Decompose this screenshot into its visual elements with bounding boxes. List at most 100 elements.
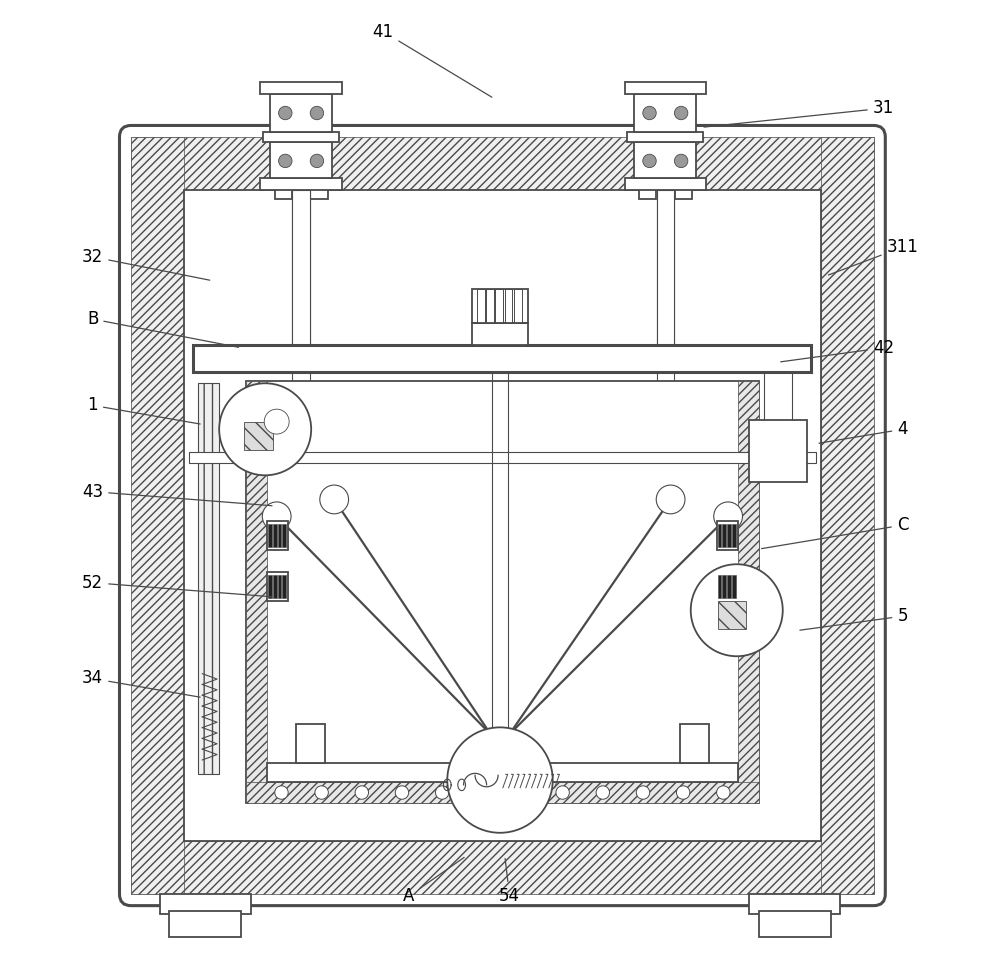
Bar [292, 190, 310, 483]
Bar [625, 82, 706, 94]
Bar [718, 575, 721, 598]
Bar [732, 575, 736, 598]
Bar [268, 575, 272, 598]
Circle shape [676, 786, 690, 799]
Circle shape [643, 154, 656, 168]
Text: 32: 32 [82, 248, 210, 281]
Bar [184, 190, 821, 842]
Text: 42: 42 [781, 338, 894, 362]
Circle shape [264, 409, 289, 434]
Bar [267, 572, 288, 601]
Bar [275, 163, 292, 200]
Circle shape [656, 485, 685, 514]
Bar [267, 522, 288, 550]
Circle shape [262, 502, 291, 531]
Circle shape [516, 786, 529, 799]
Circle shape [636, 786, 650, 799]
Text: B: B [87, 310, 238, 347]
Bar [282, 524, 286, 548]
Circle shape [315, 786, 328, 799]
Bar [278, 575, 281, 598]
FancyBboxPatch shape [119, 125, 885, 905]
Bar [189, 452, 816, 464]
Bar [477, 289, 485, 323]
Bar [821, 137, 874, 895]
Circle shape [476, 786, 489, 799]
Circle shape [691, 564, 783, 656]
Bar [246, 382, 759, 803]
Bar [292, 190, 310, 345]
Text: 5: 5 [800, 607, 908, 630]
Bar [260, 82, 342, 94]
Bar [273, 575, 277, 598]
Bar [193, 345, 811, 372]
Circle shape [310, 154, 324, 168]
Text: A: A [403, 857, 464, 905]
Bar [717, 572, 738, 601]
Bar [634, 142, 696, 178]
Circle shape [275, 786, 288, 799]
Circle shape [674, 154, 688, 168]
Bar [246, 382, 267, 803]
Bar [634, 94, 696, 132]
Text: 41: 41 [373, 22, 492, 97]
Text: 311: 311 [828, 238, 918, 275]
Circle shape [714, 502, 742, 531]
Bar [267, 763, 738, 782]
Bar [718, 601, 746, 629]
Bar [268, 524, 272, 548]
Bar [131, 842, 874, 895]
Circle shape [310, 106, 324, 120]
Text: 52: 52 [82, 574, 272, 597]
Bar [486, 289, 494, 323]
Bar [657, 190, 674, 345]
Bar [495, 289, 503, 323]
Bar [273, 524, 277, 548]
Bar [675, 163, 692, 200]
Circle shape [435, 786, 449, 799]
Bar [296, 725, 325, 763]
Bar [131, 137, 184, 895]
Text: 31: 31 [704, 99, 894, 127]
Circle shape [447, 728, 553, 833]
Bar [169, 911, 241, 937]
Bar [657, 190, 674, 483]
Bar [505, 289, 512, 323]
Bar [198, 384, 219, 774]
Bar [718, 524, 721, 548]
Circle shape [596, 786, 610, 799]
Circle shape [395, 786, 409, 799]
Text: 54: 54 [499, 859, 520, 905]
Bar [680, 725, 709, 763]
Bar [131, 137, 874, 190]
Circle shape [279, 154, 292, 168]
Bar [722, 524, 726, 548]
Bar [732, 524, 736, 548]
Text: 34: 34 [82, 669, 200, 697]
Bar [639, 163, 656, 200]
Circle shape [643, 106, 656, 120]
Bar [278, 524, 281, 548]
Bar [514, 289, 522, 323]
Bar [727, 524, 731, 548]
Bar [722, 575, 726, 598]
Circle shape [717, 786, 730, 799]
Bar [749, 895, 840, 914]
Text: 4: 4 [819, 420, 908, 443]
Text: 1: 1 [87, 396, 200, 424]
Bar [263, 132, 339, 142]
Bar [282, 575, 286, 598]
Circle shape [219, 384, 311, 475]
Circle shape [674, 106, 688, 120]
Bar [738, 382, 759, 803]
Circle shape [355, 786, 369, 799]
Circle shape [320, 485, 349, 514]
Bar [759, 911, 831, 937]
Bar [717, 522, 738, 550]
Bar [749, 419, 807, 482]
Bar [727, 575, 731, 598]
Bar [244, 421, 273, 450]
Bar [260, 178, 342, 190]
Bar [625, 178, 706, 190]
Text: 43: 43 [82, 483, 272, 506]
